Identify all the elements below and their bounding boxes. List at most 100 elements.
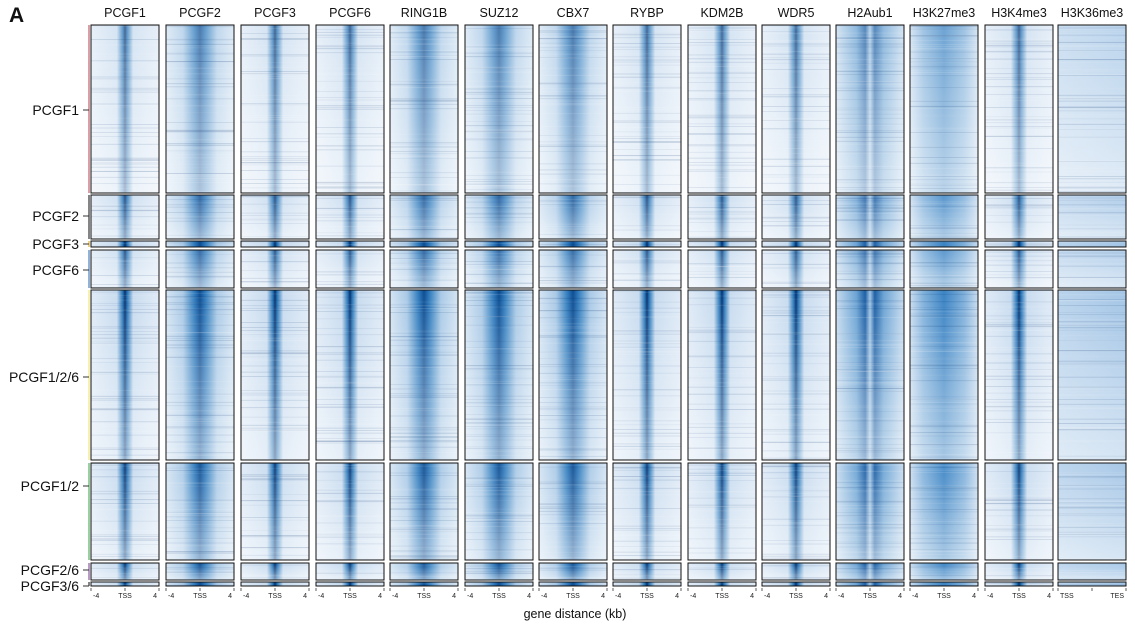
panel-label: A <box>9 4 24 27</box>
column-title-h3k4me3: H3K4me3 <box>991 6 1047 20</box>
heatmap-fade <box>762 250 830 288</box>
heatmap-fade <box>762 195 830 239</box>
heatmap-fade <box>688 195 756 239</box>
heatmap-panel-border <box>761 462 831 561</box>
heatmap-fade <box>688 290 756 460</box>
tick-mid-pcgf3: TSS <box>268 593 282 600</box>
heatmap-panel-border <box>165 581 235 587</box>
heatmap-fade <box>985 250 1053 288</box>
heatmap-fade <box>241 290 309 460</box>
heatmap-panel-border <box>240 289 310 461</box>
tick-end-h3k27me3: 4 <box>972 593 976 600</box>
row-label-pcgf6: PCGF6 <box>32 262 79 278</box>
heatmap-fade <box>91 563 159 580</box>
heatmap-fade <box>1058 250 1126 288</box>
heatmap-cell-kdm2b-pcgf3-6 <box>688 582 756 586</box>
x-axis-label: gene distance (kb) <box>524 607 627 621</box>
heatmap-panel-border <box>835 240 905 248</box>
tick-mid-kdm2b: TSS <box>715 593 729 600</box>
heatmap-panel-border <box>90 24 160 194</box>
heatmap-panel-border <box>761 562 831 581</box>
tick-end-h2aub1: 4 <box>898 593 902 600</box>
heatmap-fade <box>836 195 904 239</box>
heatmap-cell-h3k27me3-pcgf3 <box>910 241 978 247</box>
heatmap-column-h3k4me3 <box>984 24 1054 587</box>
heatmap-fade <box>465 195 533 239</box>
heatmap-panel-border <box>761 24 831 194</box>
heatmap-panel-border <box>687 240 757 248</box>
heatmap-fade <box>688 463 756 560</box>
heatmap-fade <box>613 25 681 193</box>
heatmap-panel-border <box>909 249 979 289</box>
heatmap-fade <box>985 290 1053 460</box>
tick-start-cbx7: -4 <box>541 593 547 600</box>
heatmap-panel-border <box>1057 289 1127 461</box>
heatmap-panel-border <box>315 289 385 461</box>
heatmap-panel-border <box>761 240 831 248</box>
heatmap-column-h3k27me3 <box>909 24 979 587</box>
heatmap-cell-cbx7-pcgf3-6 <box>539 582 607 586</box>
tick-start-h3k27me3: -4 <box>912 593 918 600</box>
heatmap-column-h2aub1 <box>835 24 905 587</box>
heatmap-fade <box>465 463 533 560</box>
heatmap-fade <box>241 25 309 193</box>
tick-start-wdr5: -4 <box>764 593 770 600</box>
tick-end-suz12: 4 <box>527 593 531 600</box>
heatmap-fade <box>1058 195 1126 239</box>
heatmap-panel-border <box>687 24 757 194</box>
heatmap-fade <box>910 195 978 239</box>
heatmap-panel-border <box>389 240 459 248</box>
column-title-kdm2b: KDM2B <box>700 6 743 20</box>
heatmap-panel-border <box>835 581 905 587</box>
tick-mid-h3k4me3: TSS <box>1012 593 1026 600</box>
column-title-pcgf6: PCGF6 <box>329 6 371 20</box>
tick-end-pcgf6: 4 <box>378 593 382 600</box>
heatmap-cell-pcgf3-pcgf3-6 <box>241 582 309 586</box>
tick-start-kdm2b: -4 <box>690 593 696 600</box>
heatmap-panel-border <box>612 462 682 561</box>
heatmap-panel-border <box>240 581 310 587</box>
heatmap-panel-border <box>464 249 534 289</box>
heatmap-fade <box>166 250 234 288</box>
heatmap-panel-border <box>984 581 1054 587</box>
heatmap-panel-border <box>315 24 385 194</box>
heatmap-fade <box>688 250 756 288</box>
heatmap-panel-border <box>464 24 534 194</box>
heatmap-panel-border <box>538 194 608 240</box>
heatmap-cell-rybp-pcgf3 <box>613 241 681 247</box>
heatmap-panel-border <box>1057 581 1127 587</box>
tick-end-pcgf3: 4 <box>303 593 307 600</box>
heatmap-fade <box>465 250 533 288</box>
heatmap-fade <box>465 25 533 193</box>
heatmap-panel-border <box>464 562 534 581</box>
tick-start-pcgf6: -4 <box>318 593 324 600</box>
heatmap-cell-ring1b-pcgf3 <box>390 241 458 247</box>
heatmap-fade <box>166 195 234 239</box>
tick-end-ring1b: 4 <box>452 593 456 600</box>
heatmap-panel-border <box>761 289 831 461</box>
heatmap-panel-border <box>389 249 459 289</box>
heatmap-panel-border <box>835 194 905 240</box>
row-label-pcgf3-6: PCGF3/6 <box>21 578 80 594</box>
heatmap-panel-border <box>90 194 160 240</box>
heatmap-fade <box>985 463 1053 560</box>
column-title-pcgf2: PCGF2 <box>179 6 221 20</box>
heatmap-panel-border <box>315 194 385 240</box>
heatmap-panel-border <box>538 249 608 289</box>
heatmap-fade <box>836 250 904 288</box>
heatmap-cell-cbx7-pcgf3 <box>539 241 607 247</box>
heatmap-cell-wdr5-pcgf3-6 <box>762 582 830 586</box>
heatmap-panel-border <box>835 462 905 561</box>
heatmap-fade <box>316 290 384 460</box>
heatmap-panel-border <box>165 194 235 240</box>
heatmap-panel-border <box>612 581 682 587</box>
heatmap-panel-border <box>984 462 1054 561</box>
heatmap-panel-border <box>538 562 608 581</box>
heatmap-fade <box>166 25 234 193</box>
tick-mid-cbx7: TSS <box>566 593 580 600</box>
heatmap-fade <box>1058 563 1126 580</box>
heatmap-fade <box>613 290 681 460</box>
heatmap-column-cbx7 <box>538 24 608 587</box>
heatmap-panel-border <box>464 240 534 248</box>
row-label-pcgf2-6: PCGF2/6 <box>21 562 80 578</box>
